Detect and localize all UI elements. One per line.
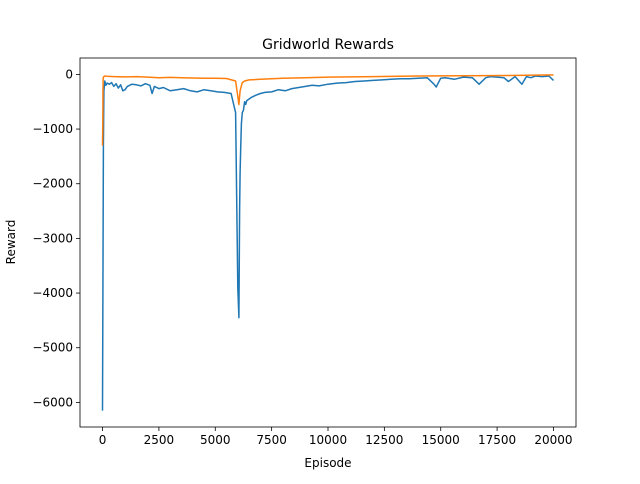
x-tick-label: 12500 <box>365 433 403 447</box>
y-tick-label: −1000 <box>32 122 73 136</box>
y-tick-label: −3000 <box>32 231 73 245</box>
x-tick-label: 17500 <box>478 433 516 447</box>
x-tick-label: 0 <box>99 433 107 447</box>
y-tick-label: −4000 <box>32 286 73 300</box>
y-tick-label: −6000 <box>32 395 73 409</box>
x-tick-label: 10000 <box>309 433 347 447</box>
y-axis-label: Reward <box>4 220 18 265</box>
series-line-2 <box>101 74 554 146</box>
x-tick-label: 15000 <box>422 433 460 447</box>
x-tick-label: 5000 <box>200 433 231 447</box>
plot-area: 0 2500 5000 7500 10000 12500 15000 17500 20000 0 −… <box>32 57 577 447</box>
y-tick-label: 0 <box>65 67 73 81</box>
y-tick-label: −5000 <box>32 341 73 355</box>
y-tick-label: −2000 <box>32 177 73 191</box>
x-axis-label: Episode <box>304 456 351 470</box>
x-tick-label: 20000 <box>534 433 572 447</box>
x-tick-label: 2500 <box>144 433 175 447</box>
series-line-1 <box>101 75 555 411</box>
chart-title: Gridworld Rewards <box>262 37 394 53</box>
x-tick-label: 7500 <box>256 433 287 447</box>
